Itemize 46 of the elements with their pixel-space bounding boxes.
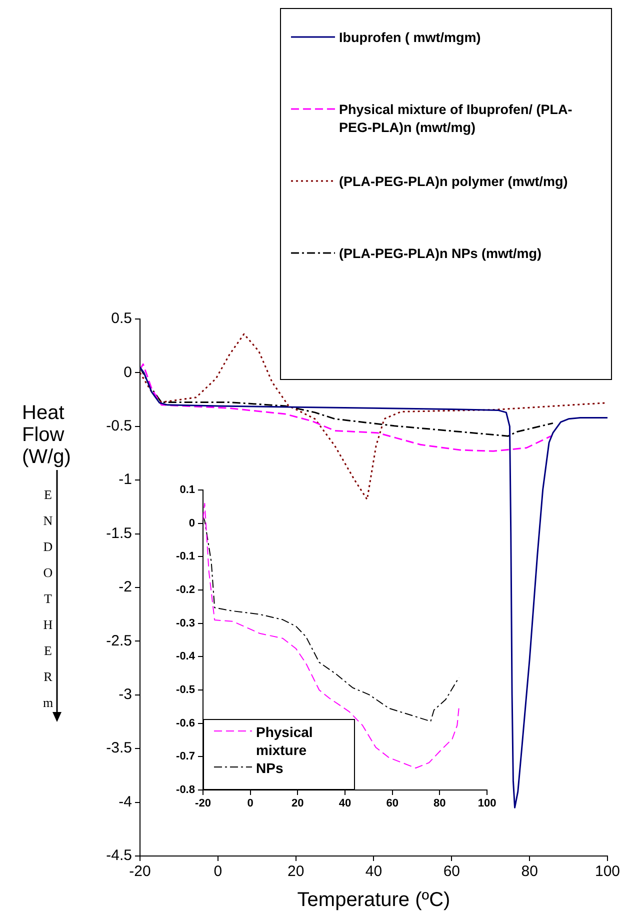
y-tick-label: 0.5 xyxy=(111,310,132,328)
line-series xyxy=(140,333,608,500)
x-tick-label: 40 xyxy=(365,863,382,880)
text: ENDOTHERm xyxy=(42,487,54,710)
x-tick-label: 40 xyxy=(338,798,352,810)
x-tick-label: 80 xyxy=(521,863,538,880)
y-tick-label: 0.1 xyxy=(180,484,195,496)
y-tick-label: -0.7 xyxy=(176,750,195,763)
y-tick-label: -0.6 xyxy=(176,717,195,730)
x-tick-label: 0 xyxy=(214,863,222,880)
y-axis-title: Heat Flow (W/g) xyxy=(22,402,72,468)
legend-label: Ibuprofen ( mwt/mgm) xyxy=(339,29,482,47)
x-tick-label: -20 xyxy=(195,798,211,810)
x-tick-label: 100 xyxy=(478,798,496,810)
y-tick-label: -4.5 xyxy=(106,847,132,864)
x-tick-label: 0 xyxy=(247,798,254,810)
y-tick-label: -0.5 xyxy=(106,418,132,435)
legend-label: (PLA-PEG-PLA)n polymer (mwt/mg) xyxy=(339,173,569,191)
x-tick-label: 60 xyxy=(443,863,460,880)
x-axis-title: Temperature (ºC) xyxy=(296,889,452,912)
x-tick-label: 80 xyxy=(434,798,446,810)
y-tick-label: -4 xyxy=(118,793,132,810)
legend-label: Physical mixture of Ibuprofen/ (PLA-PEG-PLA)n (mwt/mg) xyxy=(339,101,574,137)
x-tick-label: 60 xyxy=(386,798,398,810)
y-tick-label: -3.5 xyxy=(106,740,132,757)
y-tick-label: -0.1 xyxy=(176,550,195,563)
y-tick-label: -1 xyxy=(118,471,132,488)
legend-label: NPs xyxy=(256,759,284,777)
y-tick-label: -2 xyxy=(118,578,132,596)
y-tick-label: 0 xyxy=(124,364,132,381)
y-tick-label: -0.3 xyxy=(176,617,195,630)
y-tick-label: -0.2 xyxy=(176,584,195,596)
y-tick-label: -0.5 xyxy=(176,684,195,696)
x-tick-label: -20 xyxy=(129,863,151,880)
y-tick-label: 0 xyxy=(188,517,195,530)
line-series xyxy=(140,363,552,452)
y-tick-label: -3 xyxy=(118,686,132,704)
y-tick-label: -2.5 xyxy=(106,632,132,650)
x-tick-label: 20 xyxy=(292,798,304,810)
legend-label: (PLA-PEG-PLA)n NPs (mwt/mg) xyxy=(339,245,542,263)
y-tick-label: -0.4 xyxy=(176,650,196,663)
legend-label: Physical mixture xyxy=(256,723,314,759)
y-tick-label: -0.8 xyxy=(176,784,195,796)
y-tick-label: -1.5 xyxy=(106,524,132,542)
x-tick-label: 20 xyxy=(287,863,304,880)
x-tick-label: 100 xyxy=(594,863,620,880)
